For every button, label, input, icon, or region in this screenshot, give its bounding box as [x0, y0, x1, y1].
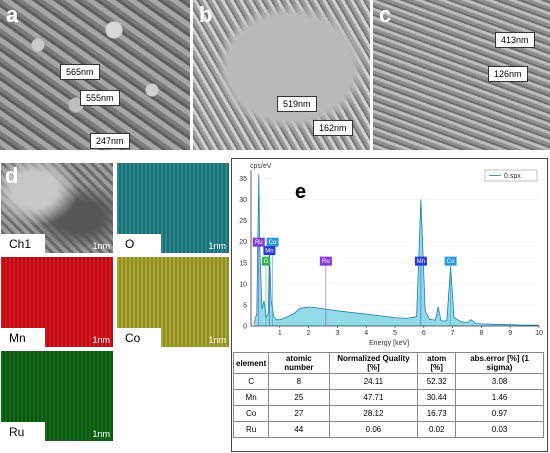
scale-label: 1nm	[92, 335, 110, 345]
legend-box	[484, 169, 538, 182]
y-tick-label: 15	[239, 260, 247, 267]
table-cell: 30.44	[417, 389, 457, 406]
scale-label: 1nm	[208, 335, 226, 345]
size-label: 126nm	[488, 66, 528, 82]
size-label: 565nm	[60, 64, 100, 80]
y-tick-label: 10	[239, 281, 247, 288]
map-name: O	[117, 234, 161, 253]
peak-label-box	[266, 237, 279, 247]
map-name: Ch1	[1, 234, 45, 253]
peak-label: Ru	[255, 240, 263, 246]
col-abs-error: abs.error [%] (1 sigma)	[455, 352, 544, 374]
col-atomic-number: atomic number	[268, 352, 330, 374]
table-cell: 52.32	[417, 373, 457, 390]
peak-label: Mn	[265, 249, 273, 255]
table-row: Mn 25 47.71 30.44 1.46	[232, 389, 544, 406]
table-cell: Ru	[232, 421, 270, 438]
panel-letter-c: c	[379, 2, 392, 27]
element-map-ch1: d Ch1 1nm	[1, 163, 113, 253]
legend-entry: 0.spx	[504, 173, 521, 180]
table-cell: 27	[268, 405, 330, 422]
sem-image-b: b 519nm 162nm	[193, 0, 370, 150]
y-tick-label: 30	[239, 197, 247, 204]
x-tick-label: 9	[508, 330, 512, 337]
element-map-mn: Mn 1nm	[1, 257, 113, 347]
table-cell: 16.73	[417, 405, 457, 422]
x-tick-label: 3	[335, 330, 339, 337]
x-tick-label: 7	[451, 330, 455, 337]
x-tick-label: 4	[364, 330, 368, 337]
panel-letter-d: d	[5, 163, 19, 188]
panel-letter-e: e	[295, 181, 306, 203]
x-axis-label: Energy [keV]	[369, 340, 409, 347]
x-tick-label: 8	[479, 330, 483, 337]
map-name: Mn	[1, 328, 45, 347]
x-tick-label: 6	[422, 330, 426, 337]
peak-label: Ru	[322, 259, 330, 265]
scale-label: 1nm	[208, 241, 226, 251]
peak-label-box	[444, 256, 457, 266]
table-cell: Co	[232, 405, 270, 422]
table-cell: C	[232, 373, 270, 390]
peak-label: Co	[447, 259, 455, 265]
peak-label-box	[414, 256, 427, 266]
table-cell: 8	[268, 373, 330, 390]
col-normalized-quality: Normalized Quality [%]	[328, 352, 419, 374]
x-tick-label: 10	[535, 330, 543, 337]
sem-image-a: a 565nm 555nm 247nm	[0, 0, 190, 150]
peak-label-box	[252, 237, 265, 247]
y-tick-label: 25	[239, 218, 247, 225]
x-tick-label: 5	[393, 330, 397, 337]
size-label: 413nm	[495, 32, 535, 48]
table-cell: 24.11	[328, 373, 419, 390]
table-cell: 0.03	[455, 421, 544, 438]
peak-label: Mn	[417, 259, 425, 265]
table-row: C 8 24.11 52.32 3.08	[232, 373, 544, 390]
x-tick-label: 2	[307, 330, 311, 337]
table-cell: 28.12	[328, 405, 419, 422]
table-cell: 3.08	[455, 373, 544, 390]
table-row: Co 27 28.12 16.73 0.97	[232, 405, 544, 422]
table-cell: 0.02	[417, 421, 457, 438]
peak-label: Co	[269, 240, 277, 246]
panel-letter-b: b	[199, 2, 213, 27]
table-header-row: element atomic number Normalized Quality…	[232, 352, 544, 374]
table-cell: 44	[268, 421, 330, 438]
scale-label: 1nm	[92, 241, 110, 251]
peak-label-box	[319, 256, 332, 266]
peak-label-box	[261, 256, 270, 266]
size-label: 555nm	[80, 90, 120, 106]
y-tick-label: 20	[239, 239, 247, 246]
table-cell: 47.71	[328, 389, 419, 406]
table-cell: 0.97	[455, 405, 544, 422]
size-label: 162nm	[313, 120, 353, 136]
element-map-o: O 1nm	[117, 163, 229, 253]
table-cell: Mn	[232, 389, 270, 406]
y-tick-label: 0	[243, 324, 247, 331]
y-axis-label: cps/eV	[250, 163, 272, 170]
sem-image-c: c 413nm 126nm	[373, 0, 550, 150]
eds-spectrum-chart: cps/eV e 0.spx 0 5 10 15 20 25 30 35 1 2 3 4 5 6 7 8 9 1…	[239, 163, 543, 347]
table-cell: 0.06	[328, 421, 419, 438]
y-tick-label: 5	[243, 302, 247, 309]
panel-letter-a: a	[6, 2, 19, 27]
table-cell: 25	[268, 389, 330, 406]
table-row: Ru 44 0.06 0.02 0.03	[232, 421, 544, 438]
map-name: Co	[117, 328, 161, 347]
y-tick-label: 35	[239, 176, 247, 183]
x-tick-label: 1	[278, 330, 282, 337]
size-label: 519nm	[277, 96, 317, 112]
peak-label: O	[264, 259, 269, 265]
element-map-co: Co 1nm	[117, 257, 229, 347]
size-label: 247nm	[90, 133, 130, 149]
composition-table: element atomic number Normalized Quality…	[232, 352, 544, 438]
peak-label-box	[263, 246, 276, 256]
table-cell: 1.46	[455, 389, 544, 406]
scale-label: 1nm	[92, 429, 110, 439]
col-element: element	[232, 352, 270, 374]
map-name: Ru	[1, 422, 45, 441]
col-atom: atom [%]	[417, 352, 457, 374]
spectrum-line	[253, 174, 539, 326]
element-map-ru: Ru 1nm	[1, 351, 113, 441]
